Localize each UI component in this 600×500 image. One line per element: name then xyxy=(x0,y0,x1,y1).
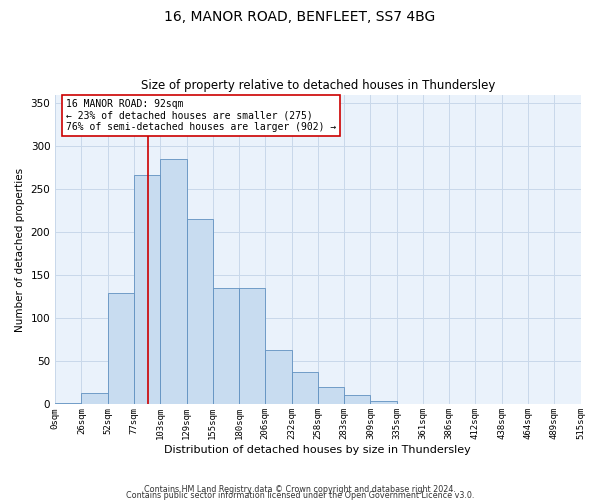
Bar xyxy=(292,372,318,404)
Y-axis label: Number of detached properties: Number of detached properties xyxy=(15,168,25,332)
Bar xyxy=(82,393,108,404)
X-axis label: Distribution of detached houses by size in Thundersley: Distribution of detached houses by size … xyxy=(164,445,471,455)
Bar xyxy=(370,401,397,404)
Title: Size of property relative to detached houses in Thundersley: Size of property relative to detached ho… xyxy=(140,79,495,92)
Bar xyxy=(213,288,239,405)
Bar xyxy=(187,220,213,404)
Bar xyxy=(55,402,82,404)
Bar xyxy=(265,350,292,405)
Text: Contains public sector information licensed under the Open Government Licence v3: Contains public sector information licen… xyxy=(126,490,474,500)
Text: Contains HM Land Registry data © Crown copyright and database right 2024.: Contains HM Land Registry data © Crown c… xyxy=(144,484,456,494)
Bar xyxy=(134,174,160,404)
Bar xyxy=(108,292,134,405)
Text: 16 MANOR ROAD: 92sqm
← 23% of detached houses are smaller (275)
76% of semi-deta: 16 MANOR ROAD: 92sqm ← 23% of detached h… xyxy=(65,99,336,132)
Bar xyxy=(239,288,265,405)
Bar xyxy=(160,159,187,404)
Text: 16, MANOR ROAD, BENFLEET, SS7 4BG: 16, MANOR ROAD, BENFLEET, SS7 4BG xyxy=(164,10,436,24)
Bar xyxy=(318,387,344,404)
Bar xyxy=(344,395,370,404)
